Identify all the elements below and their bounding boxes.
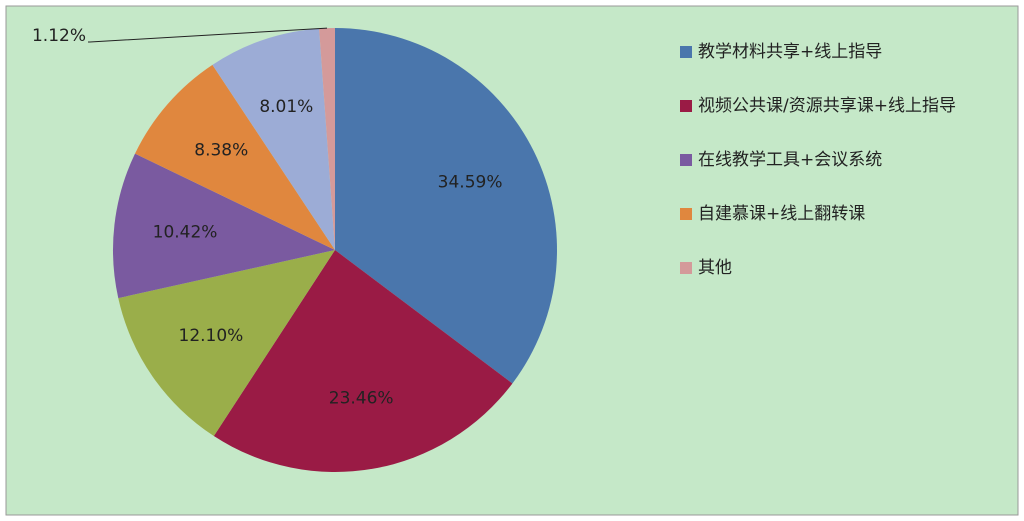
data-label: 10.42% — [153, 223, 218, 243]
pie-slice — [335, 28, 558, 384]
data-label: 1.12% — [32, 26, 86, 46]
data-label: 23.46% — [329, 389, 394, 409]
legend-swatch — [680, 262, 692, 274]
legend-label: 教学材料共享+线上指导 — [698, 42, 882, 62]
data-label: 12.10% — [179, 326, 244, 346]
pie-slice — [113, 153, 336, 299]
legend-label: 在线教学工具+会议系统 — [698, 150, 882, 170]
legend-label: 自建慕课+线上翻转课 — [698, 204, 865, 224]
pie-slice — [118, 250, 336, 437]
data-label: 8.01% — [259, 97, 313, 117]
legend-swatch — [680, 154, 692, 166]
data-label: 34.59% — [438, 173, 503, 193]
data-label: 8.38% — [194, 141, 248, 161]
legend-swatch — [680, 100, 692, 112]
pie-slice — [319, 28, 335, 250]
legend-swatch — [680, 46, 692, 58]
leader-line — [88, 27, 328, 43]
pie-slice — [213, 250, 513, 472]
legend-label: 视频公共课/资源共享课+线上指导 — [698, 96, 956, 116]
legend-swatch — [680, 208, 692, 220]
legend-label: 其他 — [698, 258, 732, 278]
pie-slice — [135, 64, 335, 251]
pie-slice — [212, 28, 335, 250]
